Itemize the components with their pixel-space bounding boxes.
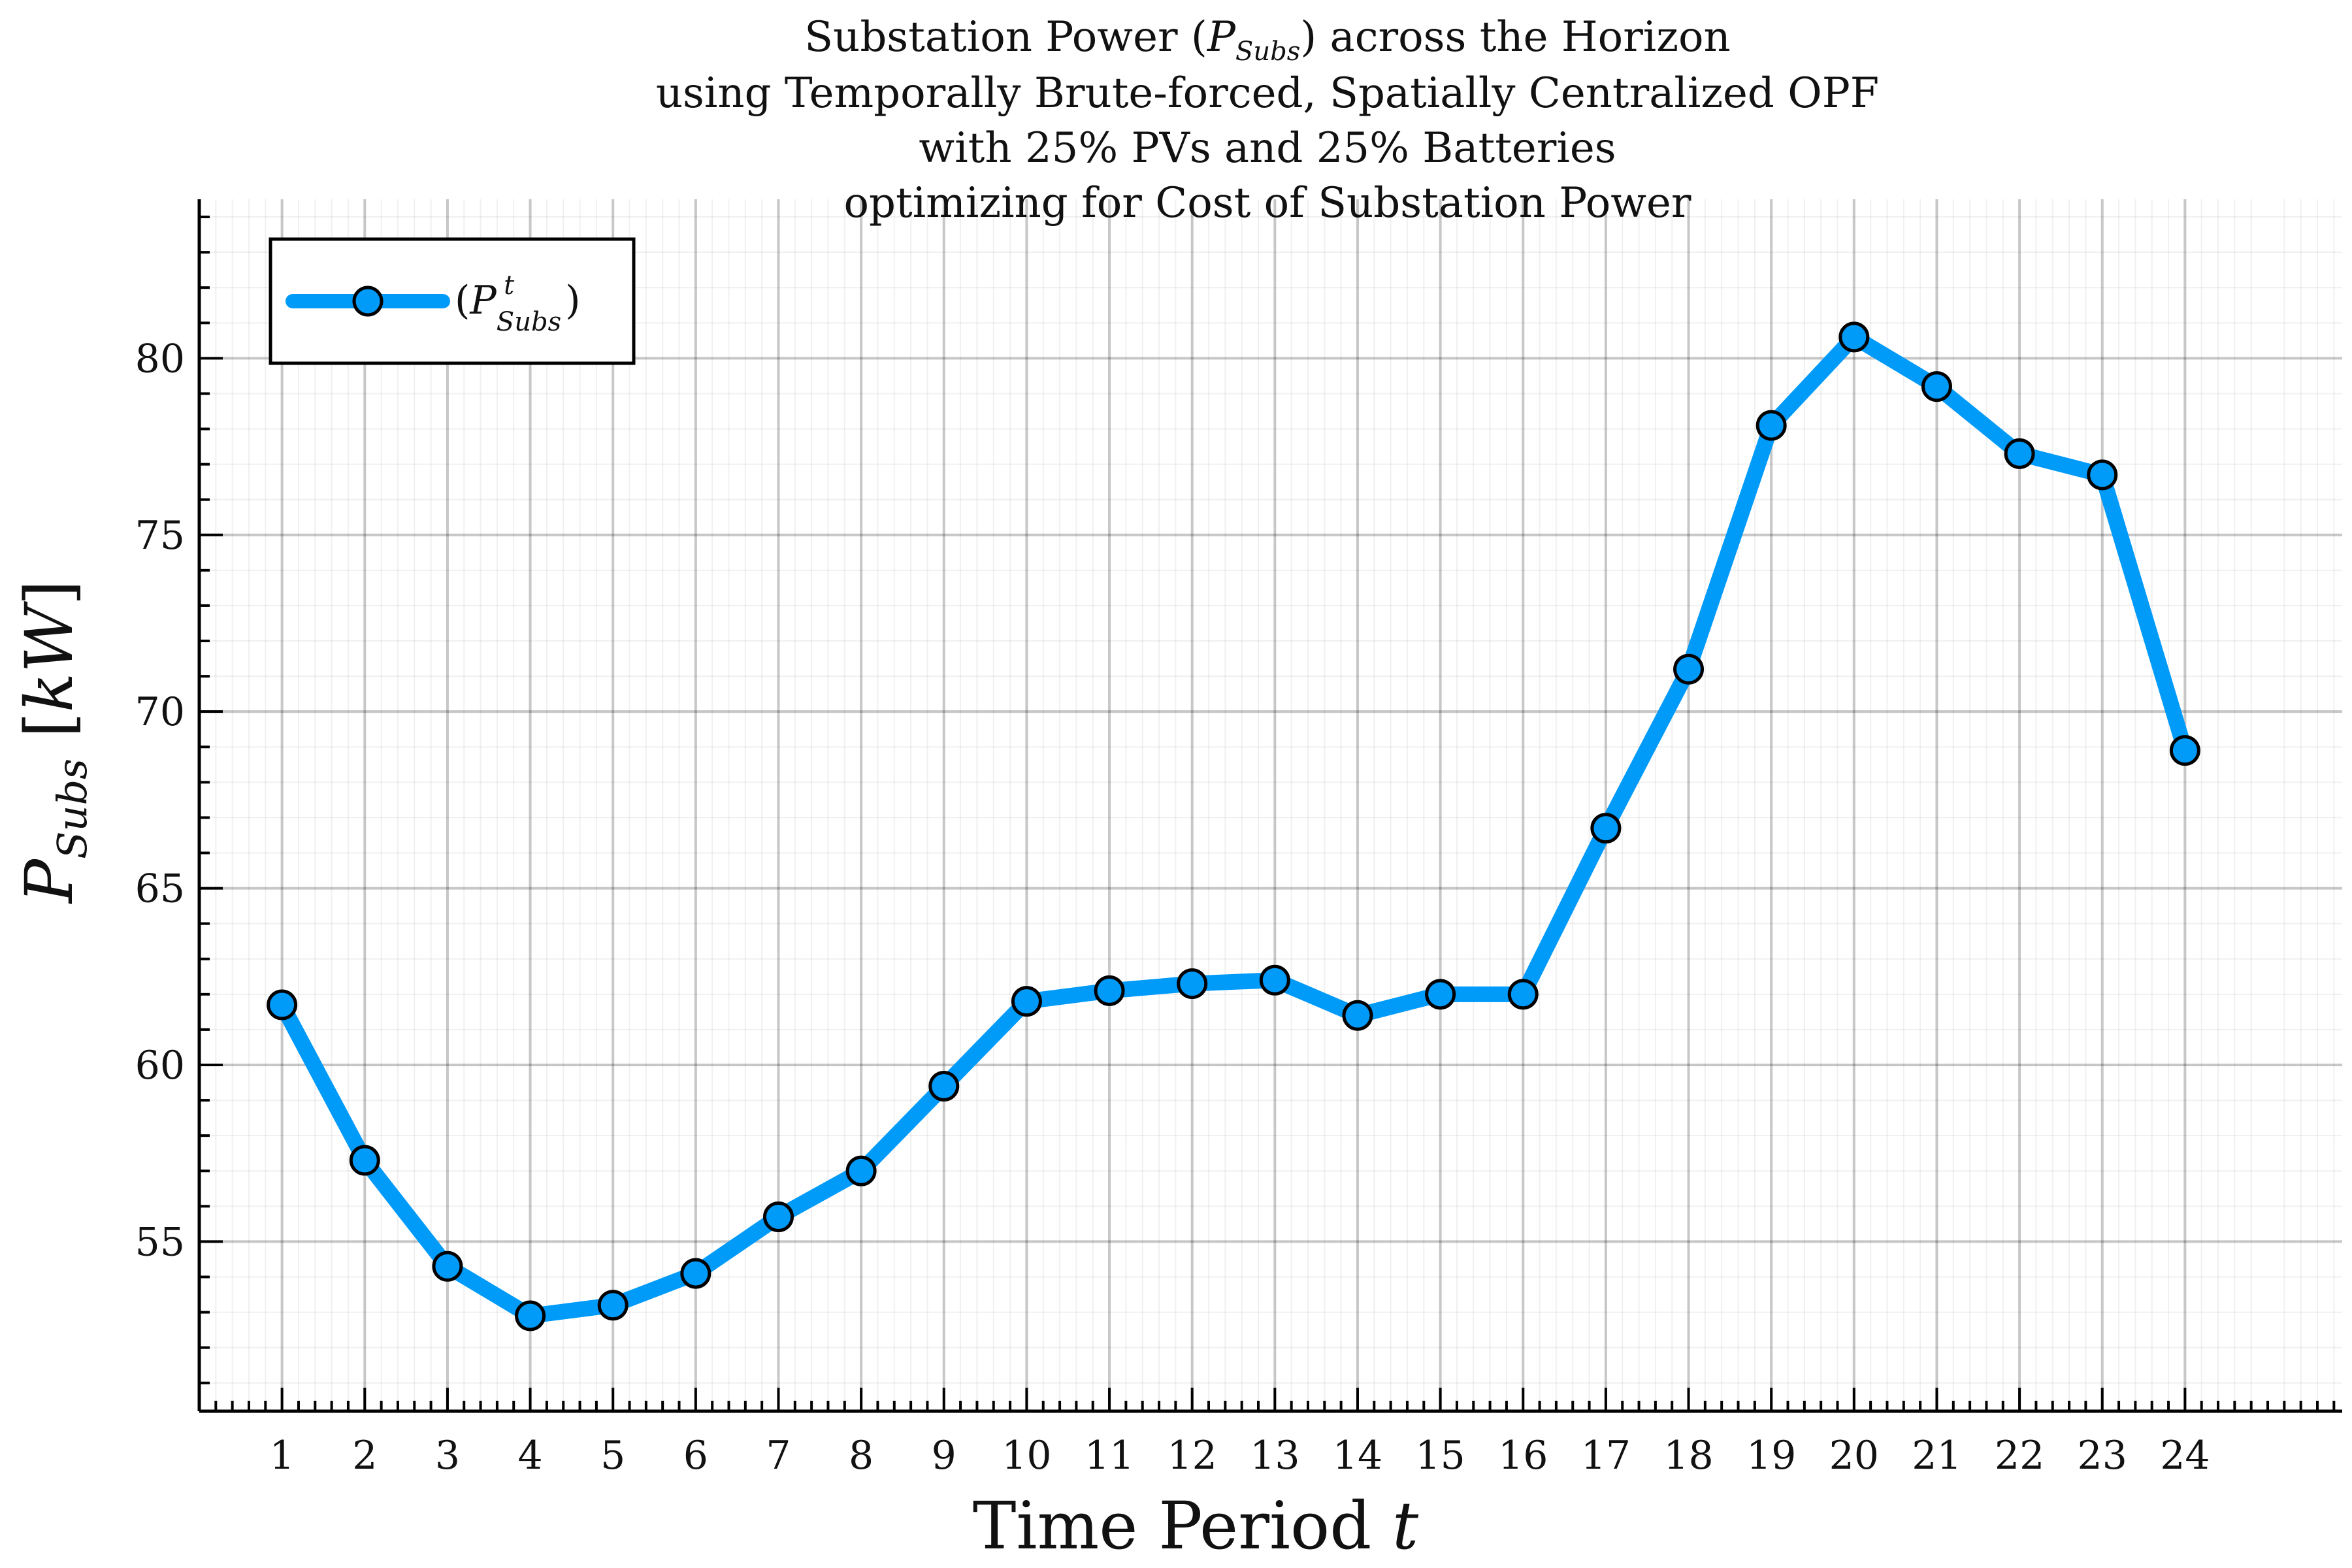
data-point [845,1155,877,1186]
x-tick-label: 11 [1085,1433,1134,1478]
title-line-4: optimizing for Cost of Substation Power [844,179,1691,227]
title-line-3: with 25% PVs and 25% Batteries [919,124,1616,172]
data-point [1177,968,1208,1000]
x-tick-label: 10 [1002,1433,1051,1478]
x-tick-label: 6 [683,1433,708,1478]
series-layer [267,321,2200,1331]
legend-box [269,237,636,365]
data-point [1259,964,1290,996]
data-point [2169,735,2200,766]
x-tick-label: 20 [1829,1433,1879,1478]
axes [197,199,2342,1413]
y-axis-label: PSubs [kW] [11,580,96,904]
data-point [597,1290,629,1321]
data-point [349,1145,380,1176]
data-point [1673,653,1705,685]
chart-title: Substation Power (PSubs) across the Hori… [656,13,1879,227]
x-tick-label: 23 [2078,1433,2127,1478]
x-tick-label: 3 [435,1433,460,1478]
data-point [267,989,298,1021]
x-tick-label: 9 [932,1433,956,1478]
x-tick-label: 18 [1663,1433,1713,1478]
data-point [1921,371,1952,402]
x-tick-label: 19 [1746,1433,1796,1478]
x-tick-label: 24 [2160,1433,2210,1478]
x-tick-label: 8 [849,1433,874,1478]
y-tick-label: 80 [135,336,185,382]
legend-entry-label: (PSubst) [455,270,581,337]
data-point [1342,1000,1373,1031]
data-point [1094,975,1125,1006]
y-tick-label: 55 [135,1219,185,1265]
x-tick-label: 1 [270,1433,295,1478]
y-tick-label: 65 [135,866,185,912]
x-tick-label: 12 [1168,1433,1217,1478]
x-tick-label: 13 [1250,1433,1299,1478]
x-tick-label: 5 [600,1433,625,1478]
x-tick-label: 2 [352,1433,377,1478]
data-point [2004,438,2035,469]
x-tick-label: 17 [1581,1433,1631,1478]
major-grid [199,199,2342,1411]
title-line-2: using Temporally Brute-forced, Spatially… [656,69,1879,118]
data-point [762,1201,794,1233]
data-point [1838,321,1870,353]
x-tick-label: 15 [1415,1433,1465,1478]
x-tick-label: 21 [1912,1433,1961,1478]
data-point [680,1258,711,1289]
title-line-1-text-a: Substation Power ( [804,13,1207,61]
y-tick-labels: 55 60 65 70 75 80 [135,336,185,1265]
x-tick-label: 16 [1498,1433,1548,1478]
data-point [1507,979,1539,1010]
y-tick-label: 75 [135,513,185,559]
data-point [1756,410,1787,441]
title-line-1: Substation Power (PSubs) across the Hori… [804,13,1730,67]
data-point [432,1250,463,1282]
x-tick-label: 14 [1333,1433,1382,1478]
data-point [1425,979,1456,1010]
data-point [515,1300,546,1331]
svg-text:PSubs [kW]: PSubs [kW] [11,580,96,904]
data-point [928,1070,960,1102]
legend: (PSubst) [269,237,636,365]
legend-marker-swatch [352,286,384,317]
x-tick-label: 7 [766,1433,791,1478]
x-tick-labels: 1 2 3 4 5 6 7 8 9 10 11 12 13 14 15 16 17 18 19 20 21 22 23 24 [270,1433,2210,1478]
data-point [1590,813,1622,844]
x-tick-label: 4 [517,1433,542,1478]
minor-grid [199,199,2342,1411]
x-axis-label: Time Period t [973,1488,1419,1564]
data-point [2087,459,2118,491]
x-tick-label: 22 [1995,1433,2044,1478]
y-tick-label: 60 [135,1043,185,1088]
data-point [1011,986,1042,1017]
y-tick-label: 70 [135,689,185,735]
